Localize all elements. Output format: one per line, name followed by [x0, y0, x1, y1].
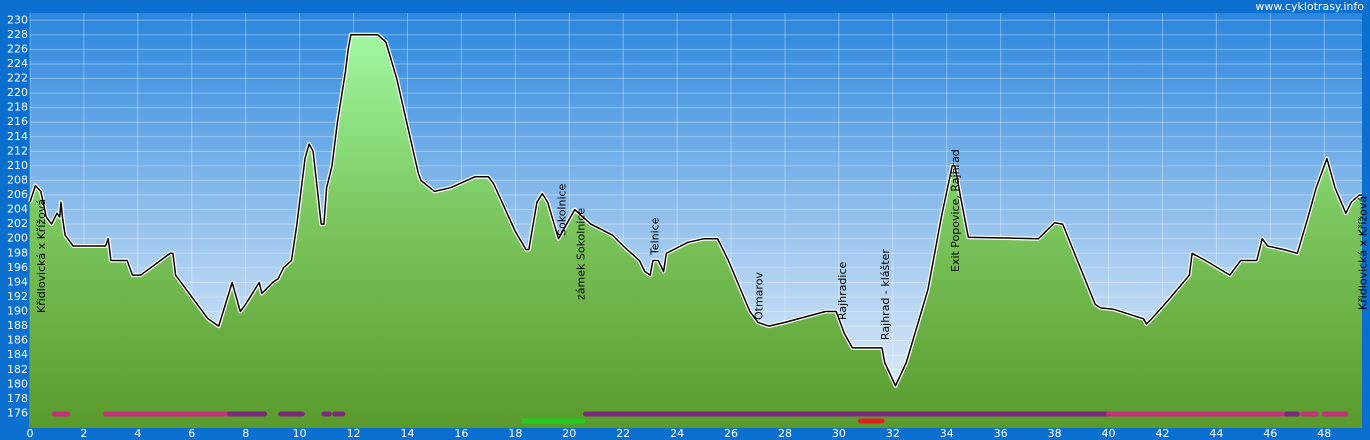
y-tick-label: 214	[7, 130, 28, 143]
place-label: Křidlovická x Křížová	[1356, 196, 1369, 310]
x-tick-label: 0	[27, 427, 34, 440]
x-tick-label: 10	[293, 427, 307, 440]
place-label: Rajhradice	[836, 261, 849, 320]
profile-area	[30, 34, 1362, 429]
profile-line	[29, 34, 1362, 387]
y-tick-label: 206	[7, 188, 28, 201]
y-tick-label: 220	[7, 86, 28, 99]
x-tick-label: 20	[562, 427, 576, 440]
x-tick-label: 24	[670, 427, 684, 440]
x-tick-label: 48	[1317, 427, 1331, 440]
x-tick-label: 40	[1102, 427, 1116, 440]
y-tick-label: 180	[7, 377, 28, 390]
y-tick-label: 218	[7, 101, 28, 114]
y-tick-label: 210	[7, 159, 28, 172]
y-tick-label: 200	[7, 232, 28, 245]
place-label: Sokolnice	[555, 183, 568, 236]
x-tick-label: 22	[616, 427, 630, 440]
x-tick-label: 6	[188, 427, 195, 440]
x-tick-label: 46	[1263, 427, 1277, 440]
y-tick-label: 178	[7, 392, 28, 405]
y-tick-label: 230	[7, 13, 28, 26]
x-tick-label: 28	[778, 427, 792, 440]
y-tick-label: 226	[7, 42, 28, 55]
y-tick-label: 194	[7, 275, 28, 288]
x-tick-label: 26	[724, 427, 738, 440]
y-tick-label: 182	[7, 363, 28, 376]
x-tick-label: 16	[454, 427, 468, 440]
x-tick-label: 18	[508, 427, 522, 440]
y-tick-label: 186	[7, 334, 28, 347]
y-tick-label: 204	[7, 203, 28, 216]
y-tick-label: 216	[7, 115, 28, 128]
y-tick-label: 190	[7, 305, 28, 318]
x-tick-label: 42	[1155, 427, 1169, 440]
y-tick-label: 184	[7, 348, 28, 361]
x-tick-label: 36	[994, 427, 1008, 440]
x-tick-label: 14	[400, 427, 414, 440]
y-tick-label: 192	[7, 290, 28, 303]
place-label: Křidlovická x Křížová	[35, 199, 48, 313]
y-tick-label: 208	[7, 173, 28, 186]
x-tick-label: 44	[1209, 427, 1223, 440]
x-tick-label: 8	[242, 427, 249, 440]
x-tick-label: 32	[886, 427, 900, 440]
x-tick-label: 30	[832, 427, 846, 440]
x-tick-label: 4	[134, 427, 141, 440]
place-label: Rajhrad - klášter	[879, 249, 892, 340]
y-tick-label: 202	[7, 217, 28, 230]
place-label: Telnice	[649, 217, 662, 256]
x-tick-label: 38	[1048, 427, 1062, 440]
y-tick-label: 196	[7, 261, 28, 274]
y-tick-label: 198	[7, 246, 28, 259]
y-tick-label: 222	[7, 72, 28, 85]
y-tick-label: 188	[7, 319, 28, 332]
watermark: www.cyklotrasy.info	[1255, 0, 1364, 13]
y-tick-label: 224	[7, 57, 28, 70]
y-tick-label: 228	[7, 28, 28, 41]
place-label: Otmarov	[752, 272, 765, 320]
y-tick-label: 176	[7, 406, 28, 419]
x-tick-label: 34	[940, 427, 954, 440]
place-label: Exit Popovice, Rajhrad	[949, 149, 962, 272]
x-tick-label: 12	[347, 427, 361, 440]
x-tick-label: 2	[80, 427, 87, 440]
place-label: zámek Sokolnice	[574, 208, 587, 300]
y-tick-label: 212	[7, 144, 28, 157]
